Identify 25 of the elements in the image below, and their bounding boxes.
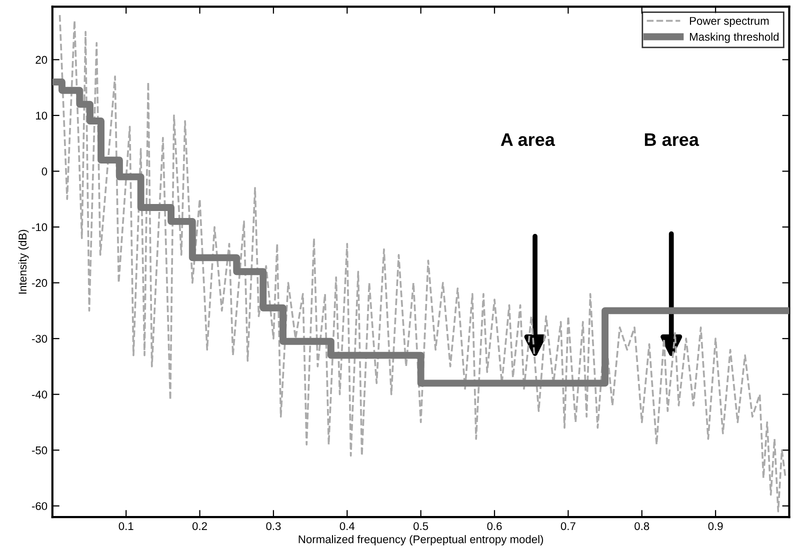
y-tick-label: -30 <box>32 334 48 343</box>
x-tick-label: 0.4 <box>340 522 355 530</box>
legend-label: Masking threshold <box>690 32 779 43</box>
x-tick-label: 0.1 <box>118 522 134 530</box>
line-series <box>58 14 786 512</box>
x-tick-label: 0.2 <box>192 522 207 530</box>
y-tick-label: -10 <box>32 223 48 232</box>
x-tick-label: 0.6 <box>487 522 502 530</box>
y-tick-label: 20 <box>36 56 48 64</box>
x-axis-title: Normalized frequency (Perpeptual entropy model) <box>298 535 544 546</box>
y-tick-label: -20 <box>32 279 48 287</box>
x-tick-label: 0.8 <box>634 522 650 530</box>
x-tick-label: 0.5 <box>414 522 428 530</box>
x-tick-label: 0.9 <box>708 522 723 530</box>
y-tick-label: -40 <box>32 390 48 398</box>
y-tick-label: 10 <box>36 112 48 120</box>
y-tick-label: -50 <box>32 446 48 454</box>
annotation: A area <box>500 133 556 146</box>
y-tick-label: -60 <box>32 502 48 510</box>
annotation: B area <box>644 133 700 146</box>
x-tick-label: 0.3 <box>266 522 281 530</box>
legend-label: Power spectrum <box>690 17 769 28</box>
x-tick-label: 0.7 <box>560 522 576 530</box>
y-axis-title: Intensity (dB) <box>18 230 29 294</box>
y-tick-label: 0 <box>42 167 48 176</box>
